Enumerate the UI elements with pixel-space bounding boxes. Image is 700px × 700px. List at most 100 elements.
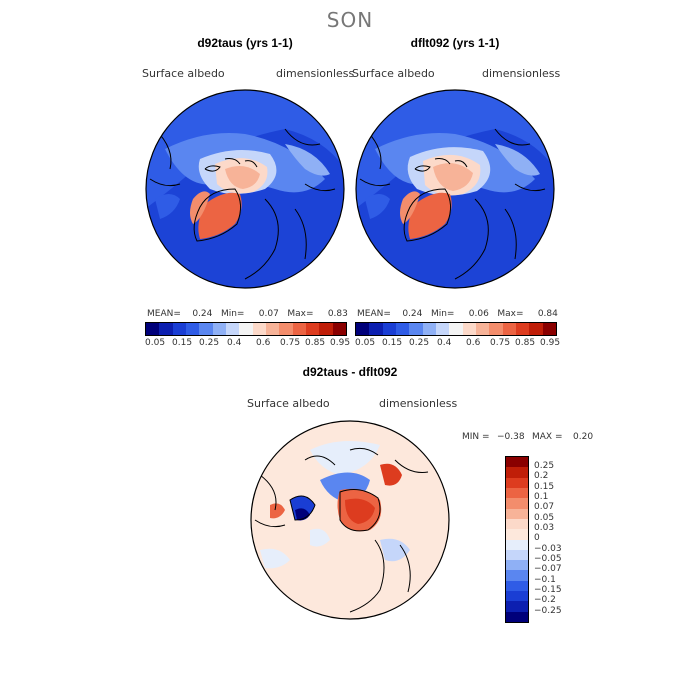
colorbar-swatch bbox=[506, 580, 528, 592]
colorbar-swatch bbox=[506, 508, 528, 519]
colorbar-tick-label: −0.07 bbox=[534, 564, 562, 574]
colorbar-swatch bbox=[489, 323, 503, 335]
colorbar-swatch bbox=[422, 323, 436, 335]
colorbar-swatch bbox=[506, 539, 528, 550]
diff-map-units-label: dimensionless bbox=[379, 397, 458, 410]
colorbar-tick-label: 0.6 bbox=[466, 338, 481, 348]
colorbar-tick-label: −0.05 bbox=[534, 554, 562, 564]
colorbar-tick-label: −0.25 bbox=[534, 606, 562, 616]
colorbar-swatch bbox=[506, 611, 528, 622]
map1-title: d92taus (yrs 1-1) bbox=[197, 36, 293, 50]
map1-variable-label: Surface albedo bbox=[142, 67, 225, 80]
colorbar-tick-label: 0.15 bbox=[382, 338, 403, 348]
map2-field-region bbox=[365, 194, 390, 219]
colorbar-swatch bbox=[239, 323, 253, 335]
colorbar-tick-label: −0.15 bbox=[534, 585, 562, 595]
diff-map-field-region bbox=[380, 463, 402, 486]
colorbar-swatch bbox=[185, 323, 200, 335]
colorbar-swatch bbox=[542, 323, 556, 335]
colorbar-tick-label: 0.07 bbox=[534, 502, 555, 512]
map2-greenland bbox=[408, 192, 452, 239]
colorbar-swatch bbox=[319, 323, 333, 335]
diff-map-field-region bbox=[270, 503, 285, 519]
colorbar-tick-label: 0.25 bbox=[199, 338, 220, 348]
colorbar-swatch bbox=[506, 601, 528, 612]
diff-map-polar-plot bbox=[250, 420, 450, 620]
colorbar-tick-label: 0.05 bbox=[355, 338, 376, 348]
map2-colorbar bbox=[355, 322, 557, 336]
colorbar-swatch bbox=[225, 323, 240, 335]
diff-map-field-region bbox=[380, 538, 410, 562]
map1-colorbar bbox=[145, 322, 347, 336]
colorbar-tick-label: 0.4 bbox=[227, 338, 242, 348]
diff-min-label: MIN = bbox=[462, 432, 490, 442]
colorbar-tick-label: 0.05 bbox=[534, 513, 555, 523]
colorbar-tick-label: −0.1 bbox=[534, 575, 556, 585]
diff-colorbar-labels: 0.25 0.2 0.15 0.1 0.07 0.05 0.03 0 −0.03… bbox=[534, 456, 594, 621]
map1-field-region bbox=[285, 144, 330, 176]
colorbar-swatch bbox=[199, 323, 213, 335]
map1-field-region bbox=[155, 194, 180, 219]
diff-map-boundary bbox=[250, 420, 450, 620]
colorbar-swatch bbox=[506, 498, 528, 509]
colorbar-tick-label: 0.15 bbox=[534, 482, 555, 492]
colorbar-swatch bbox=[449, 323, 463, 335]
colorbar-tick-label: −0.2 bbox=[534, 595, 556, 605]
diff-colorbar bbox=[505, 456, 529, 623]
colorbar-swatch bbox=[506, 591, 528, 602]
map1-polar-plot bbox=[145, 89, 345, 289]
map2-title: dflt092 (yrs 1-1) bbox=[410, 36, 500, 50]
diff-max-label: MAX = bbox=[532, 432, 563, 442]
colorbar-swatch bbox=[265, 323, 280, 335]
map2-variable-label: Surface albedo bbox=[352, 67, 435, 80]
colorbar-swatch bbox=[279, 323, 293, 335]
colorbar-swatch bbox=[356, 323, 370, 335]
colorbar-tick-label: 0.85 bbox=[305, 338, 326, 348]
colorbar-swatch bbox=[252, 323, 266, 335]
diff-min-value: −0.38 bbox=[497, 432, 525, 442]
map2-boundary bbox=[355, 89, 555, 289]
colorbar-tick-label: 0.03 bbox=[534, 523, 555, 533]
colorbar-swatch bbox=[332, 323, 346, 335]
colorbar-tick-label: 0.25 bbox=[409, 338, 430, 348]
map2-coastlines bbox=[359, 128, 546, 280]
map2-polar-plot bbox=[355, 89, 555, 289]
colorbar-tick-label: 0.15 bbox=[172, 338, 193, 348]
colorbar-tick-label: 0 bbox=[534, 533, 540, 543]
colorbar-swatch bbox=[506, 467, 528, 478]
map1-field-region bbox=[225, 165, 260, 189]
colorbar-swatch bbox=[212, 323, 226, 335]
colorbar-swatch bbox=[506, 549, 528, 561]
colorbar-tick-label: 0.95 bbox=[330, 338, 351, 348]
colorbar-tick-label: 0.85 bbox=[515, 338, 536, 348]
map2-field-region bbox=[433, 163, 473, 191]
colorbar-swatch bbox=[382, 323, 396, 335]
colorbar-swatch bbox=[462, 323, 476, 335]
colorbar-swatch bbox=[506, 487, 528, 499]
colorbar-swatch bbox=[529, 323, 543, 335]
map1-units-label: dimensionless bbox=[276, 67, 355, 80]
map2-stats: MEAN= 0.24 Min= 0.06 Max= 0.84 bbox=[357, 309, 558, 319]
diff-map-variable-label: Surface albedo bbox=[247, 397, 330, 410]
colorbar-swatch bbox=[475, 323, 490, 335]
colorbar-tick-label: 0.6 bbox=[256, 338, 271, 348]
map2-field-region bbox=[495, 144, 540, 176]
diff-map-title: d92taus - dflt092 bbox=[302, 365, 398, 379]
diff-map-field-region bbox=[260, 548, 290, 569]
map1-colorbar-labels: 0.05 0.15 0.25 0.4 0.6 0.75 0.85 0.95 bbox=[145, 338, 350, 350]
colorbar-swatch bbox=[506, 560, 528, 571]
diff-map-field-region bbox=[310, 441, 380, 475]
colorbar-swatch bbox=[515, 323, 530, 335]
colorbar-swatch bbox=[506, 457, 528, 468]
map2-colorbar-labels: 0.05 0.15 0.25 0.4 0.6 0.75 0.85 0.95 bbox=[355, 338, 560, 350]
colorbar-tick-label: 0.2 bbox=[534, 471, 549, 481]
colorbar-swatch bbox=[409, 323, 423, 335]
diff-map-coastlines bbox=[254, 447, 429, 613]
diff-max-value: 0.20 bbox=[573, 432, 594, 442]
colorbar-tick-label: 0.95 bbox=[540, 338, 561, 348]
colorbar-swatch bbox=[292, 323, 306, 335]
diff-map-field-region bbox=[345, 498, 375, 524]
colorbar-tick-label: 0.25 bbox=[534, 461, 555, 471]
colorbar-tick-label: 0.1 bbox=[534, 492, 549, 502]
colorbar-swatch bbox=[146, 323, 160, 335]
